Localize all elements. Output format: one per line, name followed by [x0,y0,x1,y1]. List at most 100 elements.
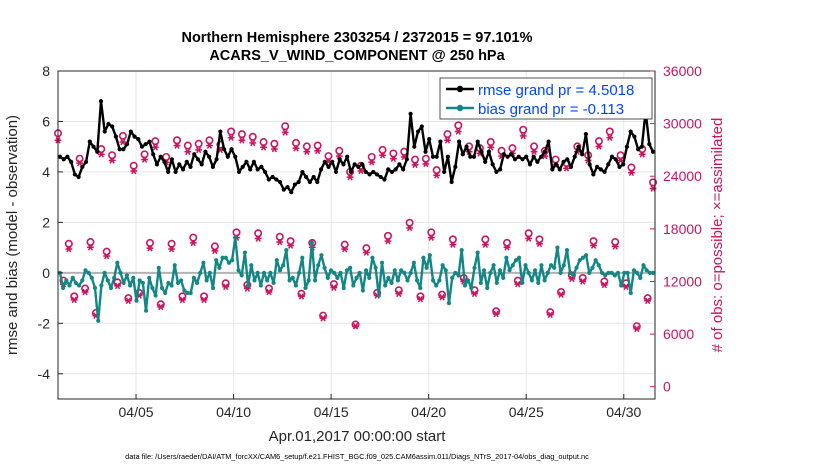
y-left-tick-label: 2 [42,214,50,230]
obs-assimilated-point [303,148,311,156]
obs-assimilated-point [546,311,554,319]
obs-assimilated-point [222,283,230,291]
bias-point [124,273,130,278]
rmse-point [456,139,462,144]
obs-assimilated-point [254,235,262,242]
obs-possible-point [167,239,176,248]
rmse-point [166,169,171,175]
rmse-point [591,172,596,177]
obs-possible-point [324,152,333,161]
bias-point [96,318,101,323]
bias-point [411,260,416,265]
bias-point [497,268,503,273]
asterisk-stroke [66,245,72,253]
asterisk-stroke [390,155,397,163]
obs-possible-point [281,122,290,131]
obs-assimilated-point [606,134,614,141]
bias-point [332,270,337,275]
bias-point [392,268,397,273]
bias-point [517,255,522,260]
bias-point [386,275,391,280]
rmse-point [128,129,133,134]
bias-point [481,268,487,273]
bias-point [61,285,66,291]
bias-point [379,260,385,265]
obs-assimilated-point [536,240,543,248]
y-right-tick-label: 12000 [663,273,702,289]
asterisk-stroke [596,143,602,150]
obs-assimilated-point [362,249,370,256]
obs-possible-point [497,146,506,155]
rmse-point [539,154,544,159]
rmse-point [606,162,611,167]
obs-assimilated-point [260,143,267,151]
y-left-tick-label: 8 [42,63,50,79]
rmse-point [132,134,137,139]
asterisk-stroke [71,296,77,304]
bias-point [395,278,401,283]
bias-point [501,275,506,280]
rmse-point [535,159,540,164]
asterisk-stroke [607,134,613,141]
x-tick-label: 04/25 [509,404,544,420]
obs-possible-point [616,151,625,160]
rmse-point [311,174,316,180]
y-left-tick-label: 6 [42,113,50,129]
asterisk-stroke [179,296,186,304]
asterisk-stroke [260,143,267,151]
bias-point [577,258,582,263]
rmse-point [475,139,480,144]
bias-point [210,285,216,291]
rmse-point [415,129,421,134]
rmse-point [445,154,450,159]
rmse-point [442,169,447,175]
bias-point [118,270,123,275]
rmse-point [397,162,402,167]
legend-box [439,77,653,120]
obs-possible-point [443,130,452,139]
asterisk-stroke [515,280,521,288]
bias-point [472,265,477,270]
rmse-point [449,179,454,185]
bias-point [156,265,161,270]
asterisk-stroke [239,136,245,144]
rmse-point [531,154,536,159]
rmse-point [580,152,585,157]
rmse-point [520,157,525,162]
asterisk-stroke [255,235,261,242]
rmse-point [359,162,365,167]
rmse-point [363,169,368,175]
asterisk-stroke [141,156,148,163]
bias-point [536,280,541,286]
obs-possible-point [378,145,387,154]
bias-point [373,265,378,270]
rmse-point [289,190,294,195]
bias-point [405,278,410,283]
obs-assimilated-point [444,136,451,144]
bias-point [261,270,267,275]
obs-possible-point [421,154,430,163]
rmse-point [292,182,298,187]
bias-point [134,298,139,303]
rmse-point [348,169,354,175]
bias-point [402,270,407,275]
obs-possible-point [302,142,311,151]
bias-point [92,285,98,291]
bias-point [571,273,576,278]
legend: rmse grand pr = 4.5018 bias grand pr = -… [439,77,653,120]
asterisk-stroke [471,290,478,298]
obs-assimilated-point [108,157,116,164]
bias-point [338,270,343,275]
asterisk-stroke [482,241,489,248]
obs-possible-point [540,146,549,155]
bias-point [526,270,531,275]
rmse-point [423,149,428,154]
rmse-point [408,111,413,116]
bias-point [619,283,624,288]
obs-assimilated-point [471,290,478,298]
y-right-tick-label: 6000 [663,326,694,342]
bias-point [290,275,295,280]
bias-point [89,275,94,280]
bias-point [370,255,375,260]
rmse-point [95,149,100,154]
